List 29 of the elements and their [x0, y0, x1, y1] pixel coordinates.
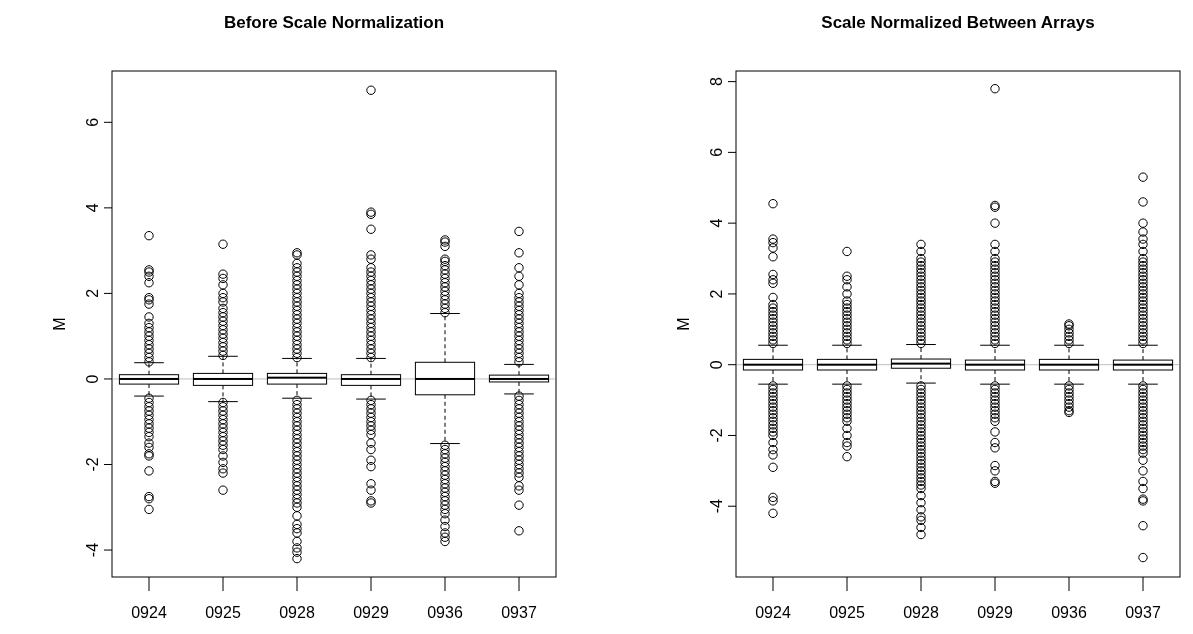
y-tick-label: -2 [708, 428, 725, 443]
x-tick-label: 0928 [279, 604, 315, 621]
y-tick-label: 0 [708, 360, 725, 370]
x-tick-label: 0925 [829, 604, 865, 621]
y-tick-label: 2 [708, 289, 725, 299]
y-axis-title: M [51, 317, 68, 331]
y-tick-label: 6 [84, 117, 101, 127]
y-tick-label: 4 [84, 203, 101, 213]
y-tick-label: 8 [708, 77, 725, 87]
x-tick-label: 0925 [205, 604, 241, 621]
x-tick-label: 0936 [1051, 604, 1087, 621]
y-axis-title: M [675, 317, 692, 331]
y-tick-label: 0 [84, 374, 101, 384]
x-tick-label: 0929 [353, 604, 389, 621]
x-tick-label: 0937 [501, 604, 537, 621]
y-tick-label: -2 [84, 457, 101, 472]
x-tick-label: 0937 [1125, 604, 1161, 621]
x-tick-label: 0936 [427, 604, 463, 621]
y-tick-label: 6 [708, 147, 725, 157]
chart-title: Before Scale Normalization [223, 13, 445, 32]
y-tick-label: -4 [708, 499, 725, 514]
y-tick-label: 4 [708, 218, 725, 228]
x-tick-label: 0928 [903, 604, 939, 621]
y-tick-label: 2 [84, 288, 101, 298]
x-tick-label: 0924 [131, 604, 167, 621]
x-tick-label: 0929 [977, 604, 1013, 621]
x-tick-label: 0924 [755, 604, 791, 621]
chart-title: Scale Normalized Between Arrays [821, 13, 1095, 32]
y-tick-label: -4 [84, 542, 101, 558]
